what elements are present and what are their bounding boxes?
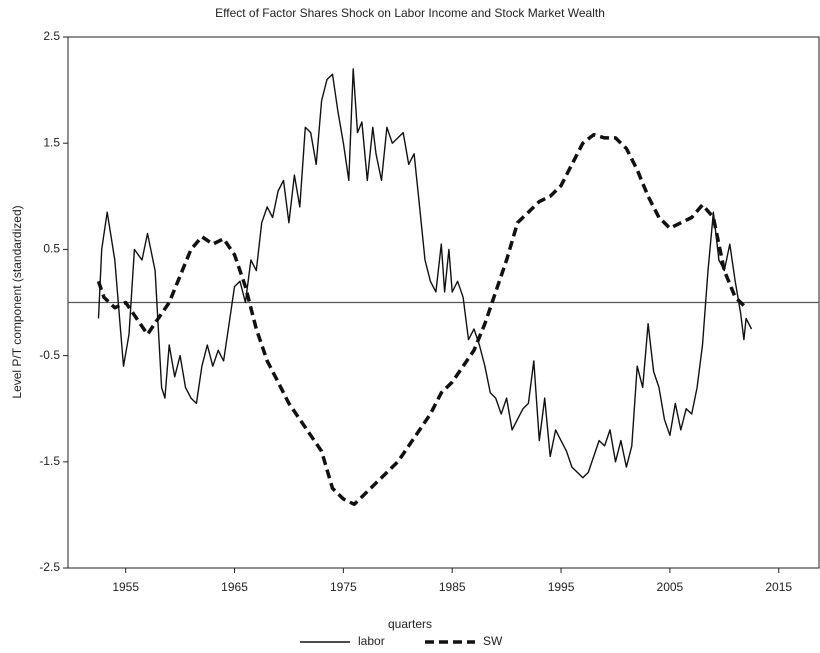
x-tick-label: 2005 [657,580,684,594]
x-tick-label: 1955 [112,580,139,594]
legend-label: SW [483,634,503,648]
x-tick-label: 1975 [330,580,357,594]
y-tick-label: 1.5 [43,135,60,149]
x-tick-label: 1965 [221,580,248,594]
line-series [96,132,748,507]
y-tick-label: -2.5 [39,560,60,574]
chart-title: Effect of Factor Shares Shock on Labor I… [215,6,605,20]
x-axis-label: quarters [388,617,432,631]
y-tick-label: -1.5 [39,454,60,468]
y-tick-label: -0.5 [39,348,60,362]
legend-label: labor [358,634,385,648]
x-tick-label: 1995 [548,580,575,594]
y-axis-label: Level P/T component (standardized) [10,205,24,398]
y-tick-label: 2.5 [43,29,60,43]
x-tick-label: 2015 [765,580,792,594]
line-series [97,68,753,479]
y-tick-label: 0.5 [43,242,60,256]
x-tick-label: 1985 [439,580,466,594]
